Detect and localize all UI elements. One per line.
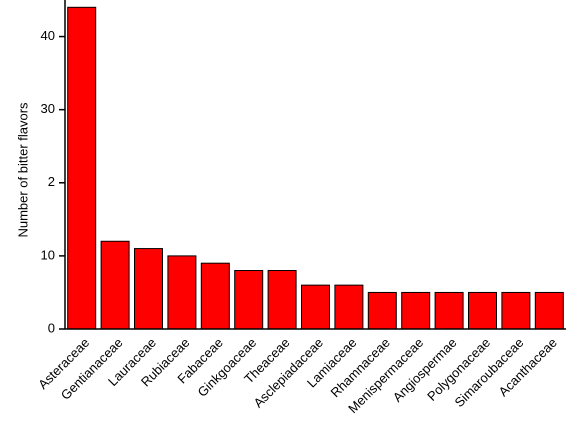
bar <box>100 240 130 330</box>
y-tick-label: 0 <box>48 320 55 335</box>
bar <box>267 270 297 330</box>
bar <box>534 291 564 330</box>
bar <box>501 291 531 330</box>
bar <box>200 262 230 330</box>
bar <box>401 291 431 330</box>
bar <box>367 291 397 330</box>
y-tick-label: 40 <box>41 28 55 43</box>
y-tick-label: 10 <box>41 247 55 262</box>
bar <box>434 291 464 330</box>
bar <box>167 255 197 330</box>
bar <box>134 248 163 330</box>
y-tick-label: 2 <box>48 174 55 189</box>
y-tick-label: 30 <box>41 101 55 116</box>
y-axis-label: Number of bitter flavors <box>15 102 30 238</box>
bar <box>301 284 330 330</box>
bar <box>234 270 264 330</box>
bar <box>334 284 364 330</box>
bar <box>67 6 97 330</box>
bar <box>468 291 497 330</box>
